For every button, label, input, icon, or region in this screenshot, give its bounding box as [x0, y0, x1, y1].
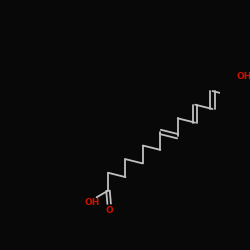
Text: OH: OH	[85, 198, 100, 207]
Text: OH: OH	[236, 72, 250, 81]
Text: O: O	[106, 206, 114, 216]
